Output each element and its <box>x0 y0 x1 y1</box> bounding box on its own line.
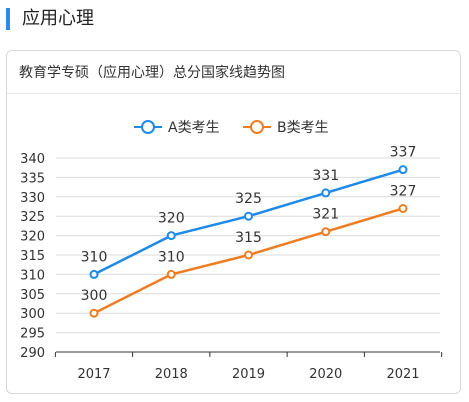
y-tick-label: 295 <box>20 327 45 342</box>
x-tick-label: 2020 <box>309 367 342 382</box>
data-label: 310 <box>158 249 185 265</box>
data-label: 327 <box>390 183 417 199</box>
y-tick-label: 300 <box>20 307 45 322</box>
y-tick-label: 290 <box>20 346 45 361</box>
data-point <box>166 231 176 241</box>
series-line <box>93 207 404 315</box>
section-header: 应用心理 <box>0 0 469 40</box>
chart-title: 教育学专硕（应用心理）总分国家线趋势图 <box>19 65 285 81</box>
data-label: 320 <box>158 211 185 227</box>
legend-label: A类考生 <box>168 120 220 136</box>
legend-marker <box>141 120 155 134</box>
y-tick-label: 340 <box>20 152 45 167</box>
data-label: 310 <box>81 249 108 265</box>
data-label: 337 <box>390 145 417 161</box>
data-label: 325 <box>235 191 262 207</box>
legend-label: B类考生 <box>277 120 329 136</box>
x-tick-label: 2021 <box>386 367 419 382</box>
data-point <box>321 188 331 198</box>
y-tick-label: 335 <box>20 171 45 186</box>
data-point <box>321 227 331 237</box>
data-label: 315 <box>235 230 262 246</box>
data-point <box>244 250 253 260</box>
data-label: 300 <box>81 288 108 304</box>
legend-marker <box>250 120 264 134</box>
data-label: 331 <box>312 168 339 184</box>
data-point <box>398 165 408 175</box>
y-tick-label: 325 <box>20 210 45 225</box>
data-point <box>166 269 176 279</box>
section-title: 应用心理 <box>22 8 94 29</box>
x-tick-label: 2017 <box>77 367 110 382</box>
y-tick-label: 320 <box>20 230 45 245</box>
y-tick-label: 305 <box>20 288 45 303</box>
y-tick-label: 310 <box>20 268 45 283</box>
x-tick-label: 2019 <box>232 367 265 382</box>
x-tick-label: 2018 <box>155 367 188 382</box>
card-divider <box>7 93 460 94</box>
section-accent-bar <box>6 8 10 30</box>
data-label: 321 <box>312 207 339 223</box>
chart-card: 教育学专硕（应用心理）总分国家线趋势图 <box>6 50 461 394</box>
data-point <box>89 308 99 318</box>
data-point <box>244 211 253 221</box>
y-tick-label: 330 <box>20 191 45 206</box>
y-tick-label: 315 <box>20 249 45 264</box>
data-point <box>89 269 99 279</box>
data-point <box>398 203 408 213</box>
